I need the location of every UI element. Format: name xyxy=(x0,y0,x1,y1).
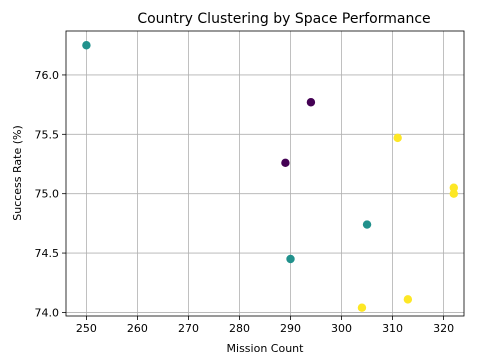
x-tick-label: 260 xyxy=(127,322,148,335)
x-tick-label: 270 xyxy=(178,322,199,335)
y-tick-label: 75.0 xyxy=(35,188,60,201)
x-axis-label: Mission Count xyxy=(227,342,305,355)
scatter-point xyxy=(393,133,402,143)
scatter-point xyxy=(449,189,458,198)
x-tick-label: 280 xyxy=(229,322,250,335)
chart-title: Country Clustering by Space Performance xyxy=(137,11,430,27)
axis-ticks: 250 260 270 280 290 300 310 320 74.0 74.5 75.0 75.5… xyxy=(35,69,455,335)
scatter-point xyxy=(286,254,295,264)
y-tick-label: 74.5 xyxy=(35,247,60,260)
grid-lines xyxy=(66,31,464,316)
scatter-point xyxy=(403,295,413,304)
y-axis-label: Success Rate (%) xyxy=(11,125,24,221)
data-points xyxy=(82,41,458,312)
x-tick-label: 290 xyxy=(280,322,301,335)
plot-frame xyxy=(65,30,465,317)
x-tick-label: 320 xyxy=(433,322,454,335)
x-tick-label: 310 xyxy=(382,322,403,335)
scatter-point xyxy=(357,303,367,312)
y-tick-label: 75.5 xyxy=(35,128,60,141)
y-tick-label: 76.0 xyxy=(35,69,60,82)
scatter-point xyxy=(281,158,290,168)
x-tick-label: 250 xyxy=(76,322,97,335)
scatter-point xyxy=(82,41,91,50)
y-tick-label: 74.0 xyxy=(35,306,60,319)
x-tick-label: 300 xyxy=(331,322,352,335)
scatter-point xyxy=(362,220,372,229)
scatter-point xyxy=(306,98,316,107)
scatter-point xyxy=(449,183,458,192)
